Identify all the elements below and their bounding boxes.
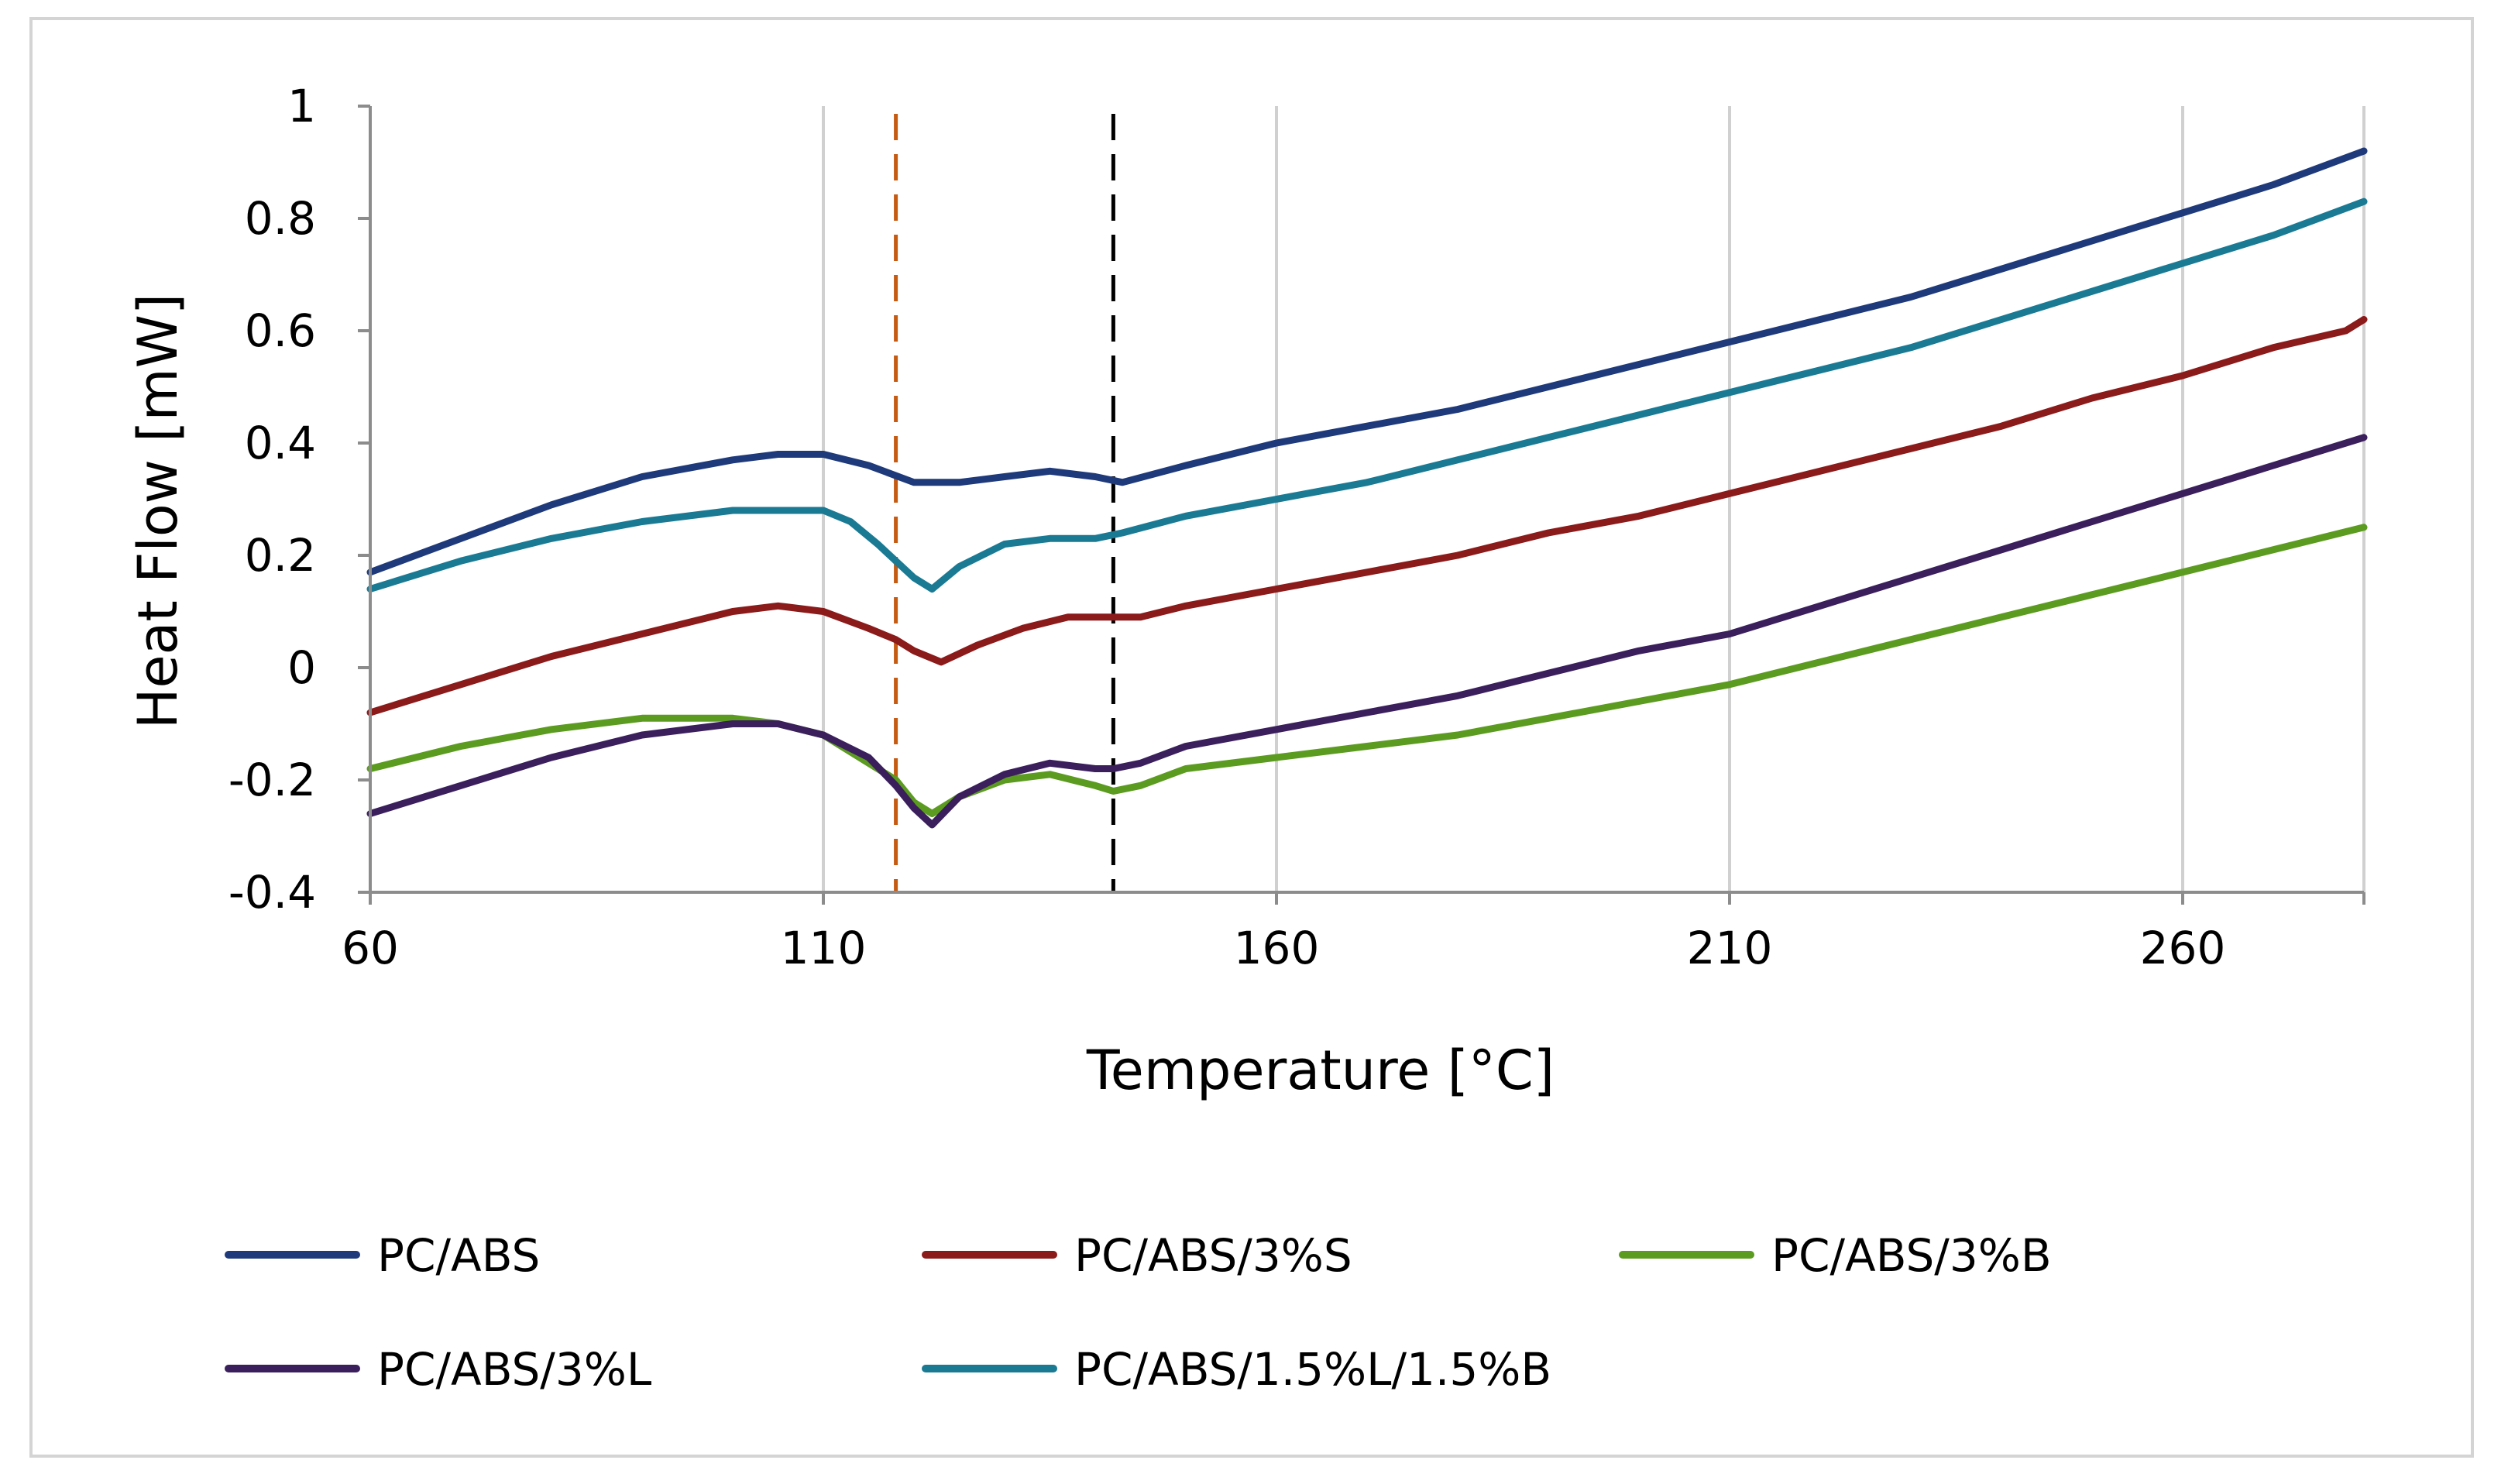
- legend-label: PC/ABS: [377, 1229, 540, 1282]
- y-tick-label: -0.2: [228, 754, 316, 806]
- x-tick-label: 110: [781, 922, 867, 974]
- grid-lines: [369, 106, 2365, 892]
- y-axis-title: Heat Flow [mW]: [126, 294, 190, 729]
- y-tick-label: -0.4: [228, 866, 316, 919]
- y-tick-label: 0: [287, 641, 316, 694]
- x-tick-label: 210: [1687, 922, 1773, 974]
- series-line: [366, 434, 2368, 829]
- tick-labels: 60 110 160 210 260 1 0.8 0.6 0.4 0.2 0 -0.2 -0.4: [228, 80, 2226, 974]
- series-line: [366, 147, 2368, 576]
- series-line: [366, 316, 2368, 716]
- series-line: [366, 198, 2368, 593]
- series-lines: [366, 147, 2368, 829]
- axes: [358, 105, 2365, 905]
- legend-label: PC/ABS/1.5%L/1.5%B: [1074, 1343, 1551, 1396]
- y-tick-label: 0.4: [245, 417, 316, 469]
- y-tick-label: 0.2: [245, 529, 316, 582]
- legend-label: PC/ABS/3%S: [1074, 1229, 1352, 1282]
- reference-lines: [894, 114, 1115, 892]
- x-tick-label: 260: [2140, 922, 2226, 974]
- legend-label: PC/ABS/3%L: [377, 1343, 651, 1396]
- x-tick-label: 60: [342, 922, 399, 974]
- y-tick-label: 0.6: [245, 304, 316, 357]
- x-axis-title: Temperature [°C]: [1086, 1039, 1555, 1102]
- y-tick-label: 1: [287, 80, 316, 132]
- x-tick-label: 160: [1234, 922, 1320, 974]
- legend-label: PC/ABS/3%B: [1771, 1229, 2052, 1282]
- y-tick-label: 0.8: [245, 192, 316, 245]
- legend: PC/ABS PC/ABS/3%S PC/ABS/3%B PC/ABS/3%L PC/A…: [225, 1229, 2052, 1396]
